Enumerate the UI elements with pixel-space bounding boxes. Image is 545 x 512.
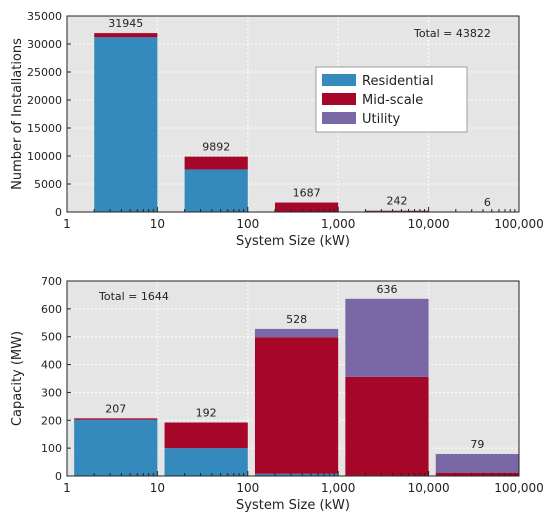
bar-midscale-1 <box>74 418 158 420</box>
bar-midscale-2 <box>184 156 248 170</box>
y-tick-label: 35000 <box>27 10 62 23</box>
x-tick-label: 100,000 <box>494 481 544 495</box>
bar-utility-3 <box>254 328 339 338</box>
chart-panel-2: 207 192 528 636 79 0 100 200 300 400 500 600 700 1 10 1… <box>10 275 544 512</box>
y-tick-label: 400 <box>41 359 62 372</box>
y-tick-label: 10000 <box>27 150 62 163</box>
bar-midscale-4 <box>365 210 429 212</box>
x-tick-label: 1,000 <box>321 481 355 495</box>
y-tick-label: 30000 <box>27 38 62 51</box>
bar-total-label: 31945 <box>108 17 143 30</box>
axes-frame <box>66 280 520 477</box>
bar-residential-3 <box>254 473 339 476</box>
x-tick-label: 10 <box>150 481 165 495</box>
bar-utility-4 <box>365 210 429 212</box>
bar-total-label: 9892 <box>202 141 230 154</box>
total-annotation: Total = 43822 <box>413 27 491 40</box>
x-tick-label: 100 <box>236 217 259 231</box>
bar-midscale-1 <box>94 33 158 38</box>
x-tick-label: 1 <box>63 217 71 231</box>
y-tick-label: 0 <box>55 470 62 483</box>
bar-residential-2 <box>164 448 248 476</box>
y-tick-label: 200 <box>41 414 62 427</box>
bar-total-label: 192 <box>196 407 217 420</box>
x-axis-label: System Size (kW) <box>236 234 350 249</box>
legend-label: Utility <box>362 112 401 127</box>
y-tick-label: 0 <box>55 206 62 219</box>
x-axis-label: System Size (kW) <box>236 498 350 512</box>
bar-total-label: 79 <box>470 438 484 451</box>
bar-utility-4 <box>345 298 429 377</box>
bar-midscale-4 <box>345 376 429 476</box>
x-tick-label: 10 <box>150 217 165 231</box>
y-tick-label: 500 <box>41 331 62 344</box>
legend-swatch <box>322 74 356 86</box>
legend-label: Residential <box>362 74 434 89</box>
bar-total-label: 6 <box>484 196 491 209</box>
bar-midscale-3 <box>275 202 339 212</box>
y-axis-label: Capacity (MW) <box>10 331 25 426</box>
bar-residential-1 <box>94 37 158 212</box>
bar-total-label: 242 <box>387 195 408 208</box>
x-tick-label: 100 <box>236 481 259 495</box>
total-annotation: Total = 1644 <box>98 290 169 303</box>
legend: Residential Mid-scale Utility <box>315 66 468 133</box>
x-tick-label: 1 <box>63 481 71 495</box>
y-tick-label: 5000 <box>34 178 62 191</box>
bar-residential-2 <box>184 169 248 212</box>
y-tick-label: 25000 <box>27 66 62 79</box>
bar-midscale-3 <box>254 337 339 474</box>
y-axis-label: Number of Installations <box>10 38 25 190</box>
x-tick-label: 10,000 <box>408 481 450 495</box>
bar-midscale-2 <box>164 422 248 449</box>
x-tick-label: 1,000 <box>321 217 355 231</box>
y-tick-label: 15000 <box>27 122 62 135</box>
legend-label: Mid-scale <box>362 93 423 108</box>
x-tick-label: 10,000 <box>408 217 450 231</box>
bar-total-label: 207 <box>105 402 126 415</box>
bar-midscale-5 <box>435 472 519 476</box>
y-tick-label: 300 <box>41 386 62 399</box>
bar-total-label: 1687 <box>293 187 321 200</box>
y-tick-label: 700 <box>41 275 62 288</box>
axes-frame <box>66 15 520 213</box>
bar-total-label: 636 <box>376 283 397 296</box>
y-tick-label: 20000 <box>27 94 62 107</box>
legend-swatch <box>322 93 356 105</box>
bar-utility-5 <box>435 453 519 473</box>
bar-residential-1 <box>74 419 158 476</box>
bar-total-label: 528 <box>286 313 307 326</box>
legend-swatch <box>322 112 356 124</box>
y-tick-label: 600 <box>41 303 62 316</box>
y-tick-label: 100 <box>41 442 62 455</box>
x-tick-label: 100,000 <box>494 217 544 231</box>
